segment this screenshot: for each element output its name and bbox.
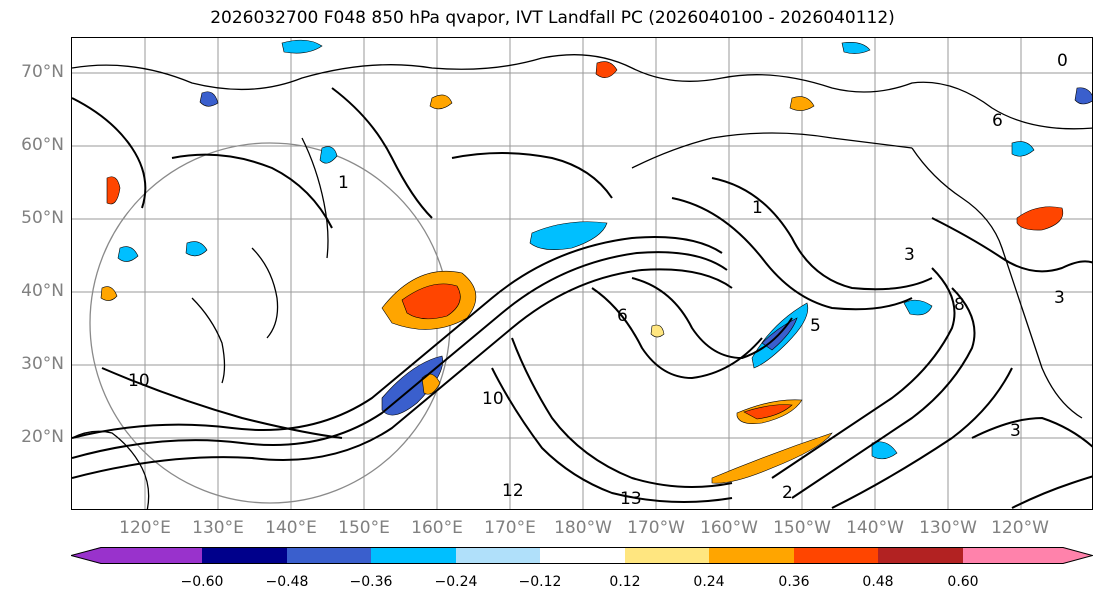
lon-label-170w: 170°W: [627, 518, 685, 538]
contour-label: 10: [482, 389, 504, 409]
ivt-contours: [72, 87, 1092, 509]
colorbar-tick: −0.60: [180, 574, 224, 590]
lon-label-140w: 140°W: [846, 518, 904, 538]
lon-label-180w: 180°W: [554, 518, 612, 538]
map-title: 2026032700 F048 850 hPa qvapor, IVT Land…: [210, 8, 895, 28]
colorbar-tick: 0.36: [778, 574, 810, 590]
contour-label: 5: [810, 316, 821, 336]
colorbar-segment: [456, 547, 540, 564]
lon-label-130e: 130°E: [192, 518, 244, 538]
lon-label-140e: 140°E: [265, 518, 317, 538]
map-canvas: 1 1 0 3 3 5 6 8 10 10 12 13 3 2 6: [72, 38, 1092, 509]
lat-label-20n: 20°N: [21, 427, 64, 447]
colorbar-segment: [371, 547, 456, 564]
colorbar-outline: [71, 547, 1093, 564]
graticule: [72, 38, 1092, 509]
lon-label-160e: 160°E: [411, 518, 463, 538]
contour-label: 8: [954, 295, 965, 315]
contour-label: 3: [1010, 421, 1021, 441]
contour-label: 1: [752, 198, 763, 218]
colorbar-extend-min: [71, 547, 101, 564]
colorbar: [71, 547, 1093, 564]
contour-label: 3: [904, 245, 915, 265]
colorbar-segment: [287, 547, 371, 564]
contour-label: 12: [502, 481, 524, 501]
lat-label-50n: 50°N: [21, 208, 64, 228]
colorbar-tick: 0.24: [693, 574, 725, 590]
lon-label-170e: 170°E: [484, 518, 536, 538]
contour-labels: 1 1 0 3 3 5 6 8 10 10 12 13 3 2 6: [128, 51, 1068, 509]
lon-label-130w: 130°W: [919, 518, 977, 538]
lon-label-160w: 160°W: [700, 518, 758, 538]
lon-label-120w: 120°W: [991, 518, 1049, 538]
colorbar-tick: −0.12: [518, 574, 562, 590]
lat-label-70n: 70°N: [21, 62, 64, 82]
colorbar-tick: −0.24: [434, 574, 478, 590]
contour-label: 6: [992, 111, 1003, 131]
colorbar-segment: [625, 547, 709, 564]
contour-label: 10: [128, 371, 150, 391]
colorbar-segment: [202, 547, 287, 564]
lat-label-30n: 30°N: [21, 354, 64, 374]
colorbar-segment: [709, 547, 794, 564]
colorbar-extend-max: [1063, 547, 1093, 564]
colorbar-segment: [794, 547, 878, 564]
lon-label-150e: 150°E: [338, 518, 390, 538]
lat-label-40n: 40°N: [21, 281, 64, 301]
contour-label: 13: [620, 489, 642, 509]
map-panel: 1 1 0 3 3 5 6 8 10 10 12 13 3 2 6: [71, 37, 1093, 510]
contour-label: 0: [1057, 51, 1068, 71]
colorbar-tick: 0.60: [947, 574, 979, 590]
coastlines: [72, 54, 1092, 509]
colorbar-segment: [101, 547, 202, 564]
colorbar-tick: 0.48: [862, 574, 894, 590]
colorbar-segment: [963, 547, 1063, 564]
colorbar-tick: −0.48: [265, 574, 309, 590]
qvapor-anomaly-fill: [100, 39, 1092, 484]
colorbar-tick: −0.36: [349, 574, 393, 590]
lon-label-150w: 150°W: [773, 518, 831, 538]
lat-label-60n: 60°N: [21, 135, 64, 155]
contour-label: 2: [782, 483, 793, 503]
colorbar-tick: 0.12: [609, 574, 641, 590]
colorbar-segment: [540, 547, 625, 564]
contour-label: 6: [617, 306, 628, 326]
colorbar-segment: [878, 547, 963, 564]
contour-label: 1: [338, 173, 349, 193]
lon-label-120e: 120°E: [119, 518, 171, 538]
contour-label: 3: [1054, 288, 1065, 308]
